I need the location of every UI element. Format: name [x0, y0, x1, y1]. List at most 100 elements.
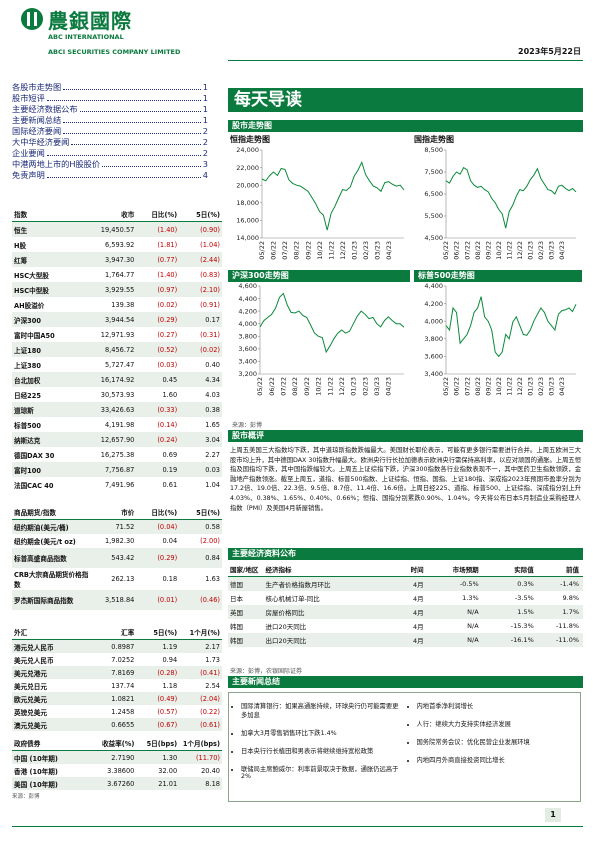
y-tick-label: 4,200: [238, 307, 257, 315]
toc-item: 主要经济数据公布 1: [12, 104, 208, 115]
table-row: 台北加权 16,174.92 0.45 4.34: [12, 372, 222, 387]
table-row: 韩国 出口20天同比 4月 N/A -16.1% -11.0%: [228, 633, 583, 647]
table-cell: 71.52: [115, 523, 135, 531]
table-cell: 8,456.72: [104, 345, 135, 354]
table-cell: 4月: [412, 609, 424, 617]
news-item: 国务院常务会议：优化民营企业发展环境: [417, 737, 577, 746]
chart-source: 来源：彭博: [232, 422, 263, 429]
header-cell: 前值: [566, 566, 580, 574]
table-cell: 房屋价格同比: [265, 609, 305, 617]
table-cell: 港元兑人民币: [14, 643, 54, 652]
y-tick-label: 24,000: [236, 146, 259, 154]
toc-page: 2: [202, 126, 208, 136]
y-tick-label: 5,500: [424, 212, 443, 220]
table-cell: AH股溢价: [14, 301, 45, 310]
table-cell: 8.18: [205, 779, 220, 788]
table-cell: 标普500: [14, 421, 41, 430]
table-cell: 262.13: [111, 575, 135, 583]
table-cell: 日经225: [14, 391, 41, 400]
table-cell: 0.94: [162, 655, 178, 664]
table-cell: (0.24): [157, 435, 178, 444]
news-item: 内地四月外商直接投资同比增长: [417, 755, 577, 764]
table-cell: 3.04: [205, 435, 220, 444]
x-tick-label: 09/22: [484, 377, 492, 396]
table-cell: -15.3%: [510, 622, 534, 630]
table-row: 德国 生产者价格指数月环比 4月 -0.5% 0.3% -1.4%: [228, 577, 583, 591]
data-line: [261, 160, 405, 231]
table-cell: (1.04): [200, 240, 220, 249]
x-tick-label: 05/22: [442, 241, 450, 260]
table-cell: 7.0252: [111, 655, 135, 664]
header-cell: 5日(%): [196, 509, 220, 517]
table-cell: (0.77): [157, 255, 178, 264]
table-cell: (0.28): [157, 668, 178, 677]
table-cell: 0.3%: [517, 580, 534, 588]
table-cell: CRB大宗商品期货价格指数: [14, 571, 89, 589]
y-tick-label: 14,000: [236, 234, 259, 242]
x-tick-label: 09/22: [303, 377, 311, 396]
data-line: [445, 166, 577, 229]
table-cell: 0.40: [205, 360, 220, 369]
y-tick-label: 4,400: [424, 282, 443, 290]
table-row: H股 6,593.92 (1.81) (1.04): [12, 237, 222, 252]
x-tick-label: 05/22: [258, 241, 266, 260]
header-cell: 5日(bps): [146, 740, 178, 748]
table-cell: (0.67): [157, 720, 178, 729]
table-cell: 1.19: [162, 642, 178, 651]
table-cell: 6,593.92: [104, 240, 135, 249]
table-row: 沪深300 3,944.54 (0.29) 0.17: [12, 312, 222, 327]
header-cell: 1个月(%): [189, 629, 220, 637]
table-cell: 香港 (10年期): [14, 767, 58, 776]
table-row: 道琼斯 33,426.63 (0.33) 0.38: [12, 402, 222, 417]
table-cell: 16,174.92: [100, 375, 135, 384]
table-cell: 1.2458: [111, 707, 135, 716]
x-tick-label: 10/22: [315, 377, 323, 396]
table-cell: 0.17: [205, 315, 220, 324]
table-row: 港元兑人民币 0.8987 1.19 2.17: [12, 640, 222, 653]
news-list: 内地首季净利润增长人行：继续大力支持实体经济发展国务院常务会议：优化民营企业发展…: [417, 701, 577, 801]
table-row: 美国 (10年期) 3.67260 21.01 8.18: [12, 777, 222, 790]
x-tick-label: 12/22: [338, 377, 346, 396]
table-cell: 韩国: [230, 637, 243, 645]
x-tick-label: 02/23: [537, 241, 545, 260]
x-tick-label: 08/22: [293, 241, 301, 260]
toc-item: 大中华经济要闻 2: [12, 137, 208, 148]
header-cell: 时间: [410, 566, 424, 574]
x-tick-label: 08/22: [474, 241, 482, 260]
toc-item: 免责声明 4: [12, 170, 208, 181]
x-tick-label: 05/22: [256, 377, 264, 396]
table-cell: 4.03: [205, 390, 220, 399]
table-row: CRB大宗商品期货价格指数 262.13 0.18 1.63: [12, 568, 222, 590]
table-cell: (0.02): [157, 300, 178, 309]
table-cell: 0.19: [162, 465, 178, 474]
table-cell: -1.4%: [560, 580, 580, 588]
x-tick-label: 03/23: [373, 377, 381, 396]
y-tick-label: 3,800: [424, 335, 443, 343]
chart: 4,500 5,500 6,500 7,500 8,500 05/22 06/22 07/22…: [424, 146, 577, 260]
toc-leader: [71, 137, 201, 145]
table-cell: 中国 (10年期): [14, 754, 58, 763]
table-cell: N/A: [467, 636, 479, 644]
toc-title: 股市短评: [12, 93, 45, 103]
company-en2: ABCI SECURITIES COMPANY LIMITED: [48, 48, 181, 56]
table-cell: H股: [14, 241, 27, 250]
table-row: 美元兑人民币 7.0252 0.94 1.73: [12, 653, 222, 666]
x-tick-label: 02/23: [537, 377, 545, 396]
header-cell: 国家/地区: [230, 566, 259, 574]
header-cell: 经济指标: [265, 566, 292, 574]
table-cell: 1,982.30: [104, 537, 135, 545]
table-cell: 道琼斯: [14, 406, 34, 415]
table-cell: (2.00): [200, 537, 220, 545]
toc-title: 各股市走势图: [12, 82, 62, 92]
section-band: 股市走势图: [228, 120, 583, 132]
table-row: 标普高盛商品指数 543.42 (0.29) 0.84: [12, 548, 222, 568]
table-cell: 20.40: [201, 766, 220, 775]
table-cell: 1.7%: [562, 608, 580, 616]
toc-leader: [46, 148, 201, 156]
table-cell: (0.46): [200, 596, 220, 604]
toc-page: 1: [202, 104, 208, 114]
table-header: 指数 收市 日比(%) 5日(%): [12, 207, 222, 222]
table-cell: (0.57): [157, 707, 178, 716]
table-cell: 法国CAC 40: [14, 481, 54, 490]
table-cell: 2.17: [205, 642, 220, 651]
